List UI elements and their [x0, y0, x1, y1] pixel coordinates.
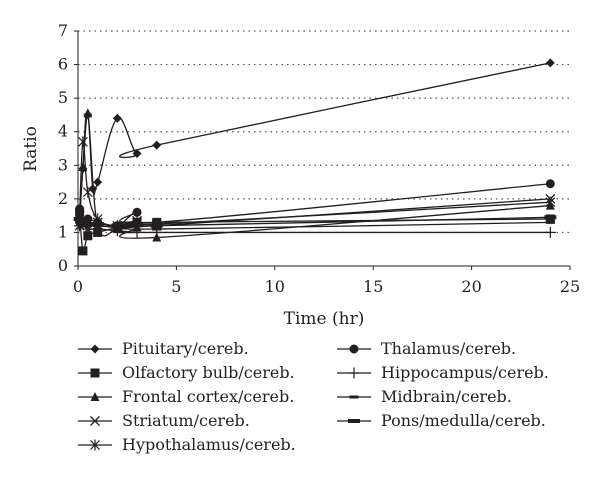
- data-point-series-1: [112, 113, 122, 123]
- x-tick-label: 25: [560, 277, 580, 296]
- series-markers: [73, 58, 557, 256]
- data-point-series-5: [545, 196, 556, 208]
- legend-marker: [90, 368, 100, 378]
- axes: [74, 30, 571, 270]
- legend-entry: Midbrain/cereb.: [337, 387, 512, 406]
- legend-marker: [90, 344, 100, 354]
- y-tick-label: 2: [58, 189, 68, 208]
- legend-marker: [348, 367, 360, 379]
- legend-marker: [90, 439, 100, 451]
- data-point-series-9: [544, 215, 557, 220]
- series-line-5: [78, 141, 551, 227]
- legend-label: Thalamus/cereb.: [381, 339, 516, 358]
- data-point-series-1: [88, 184, 98, 194]
- x-tick-label: 0: [73, 277, 83, 296]
- legend-entry: Pituitary/cereb.: [78, 339, 249, 358]
- legend-marker: [90, 416, 100, 426]
- data-point-series-2: [83, 231, 93, 241]
- legend-label: Hippocampus/cereb.: [381, 363, 549, 382]
- y-tick-label: 5: [58, 88, 68, 107]
- legend-marker: [348, 419, 360, 423]
- legend-entry: Hippocampus/cereb.: [337, 363, 549, 382]
- x-tick-label: 5: [171, 277, 181, 296]
- data-point-series-9: [111, 223, 124, 228]
- data-point-series-8: [545, 220, 555, 224]
- y-tick-label: 6: [58, 55, 68, 74]
- data-point-series-2: [78, 246, 88, 256]
- data-point-series-6: [545, 179, 555, 189]
- legend-label: Striatum/cereb.: [122, 411, 250, 430]
- data-point-series-1: [545, 58, 555, 68]
- legend-entry: Pons/medulla/cereb.: [337, 411, 546, 430]
- data-point-series-9: [131, 222, 144, 227]
- data-point-series-7: [131, 226, 143, 238]
- data-point-series-1: [152, 140, 162, 150]
- y-tick-label: 0: [58, 256, 68, 275]
- data-point-series-9: [73, 217, 86, 221]
- y-tick-label: 3: [58, 155, 68, 174]
- legend-marker: [90, 392, 100, 401]
- data-point-series-1: [93, 177, 103, 187]
- x-axis-title: Time (hr): [284, 309, 365, 329]
- legend-label: Frontal cortex/cereb.: [122, 387, 294, 406]
- data-point-series-8: [152, 227, 162, 231]
- legend-entry: Striatum/cereb.: [78, 411, 250, 430]
- y-tick-label: 1: [58, 222, 68, 241]
- x-tick-label: 10: [265, 277, 285, 296]
- data-point-series-3: [83, 108, 93, 118]
- data-point-series-9: [150, 223, 163, 228]
- data-point-series-6: [75, 204, 85, 214]
- y-tick-label: 4: [58, 122, 68, 141]
- legend-marker: [349, 344, 359, 354]
- x-tick-label: 15: [363, 277, 383, 296]
- legend-entry: Thalamus/cereb.: [337, 339, 516, 358]
- data-point-series-5: [77, 136, 88, 148]
- legend-entry: Hypothalamus/cereb.: [78, 435, 296, 454]
- data-point-series-3: [78, 161, 88, 171]
- data-point-series-6: [132, 207, 142, 217]
- data-point-series-5: [82, 186, 93, 198]
- legend-label: Pituitary/cereb.: [122, 339, 249, 358]
- series-line-1: [78, 62, 551, 216]
- data-point-series-7: [544, 226, 556, 238]
- legend-label: Pons/medulla/cereb.: [381, 411, 546, 430]
- y-axis-title: Ratio: [21, 126, 41, 172]
- legend-label: Hypothalamus/cereb.: [122, 435, 296, 454]
- legend-marker: [349, 395, 359, 399]
- legend: Pituitary/cereb. Olfactory bulb/cereb. Fro…: [78, 339, 549, 454]
- data-point-series-1: [132, 149, 142, 159]
- legend-label: Midbrain/cereb.: [381, 387, 512, 406]
- legend-entry: Frontal cortex/cereb.: [78, 387, 294, 406]
- series-lines: [78, 62, 551, 253]
- y-tick-label: 7: [58, 21, 68, 40]
- data-point-series-9: [81, 222, 94, 227]
- data-point-series-9: [91, 222, 104, 227]
- x-tick-label: 20: [461, 277, 481, 296]
- legend-entry: Olfactory bulb/cereb.: [78, 363, 295, 382]
- legend-label: Olfactory bulb/cereb.: [122, 363, 295, 382]
- tick-labels: 0 1 2 3 4 5 6 7 0 5 10 15 20 25: [58, 21, 580, 296]
